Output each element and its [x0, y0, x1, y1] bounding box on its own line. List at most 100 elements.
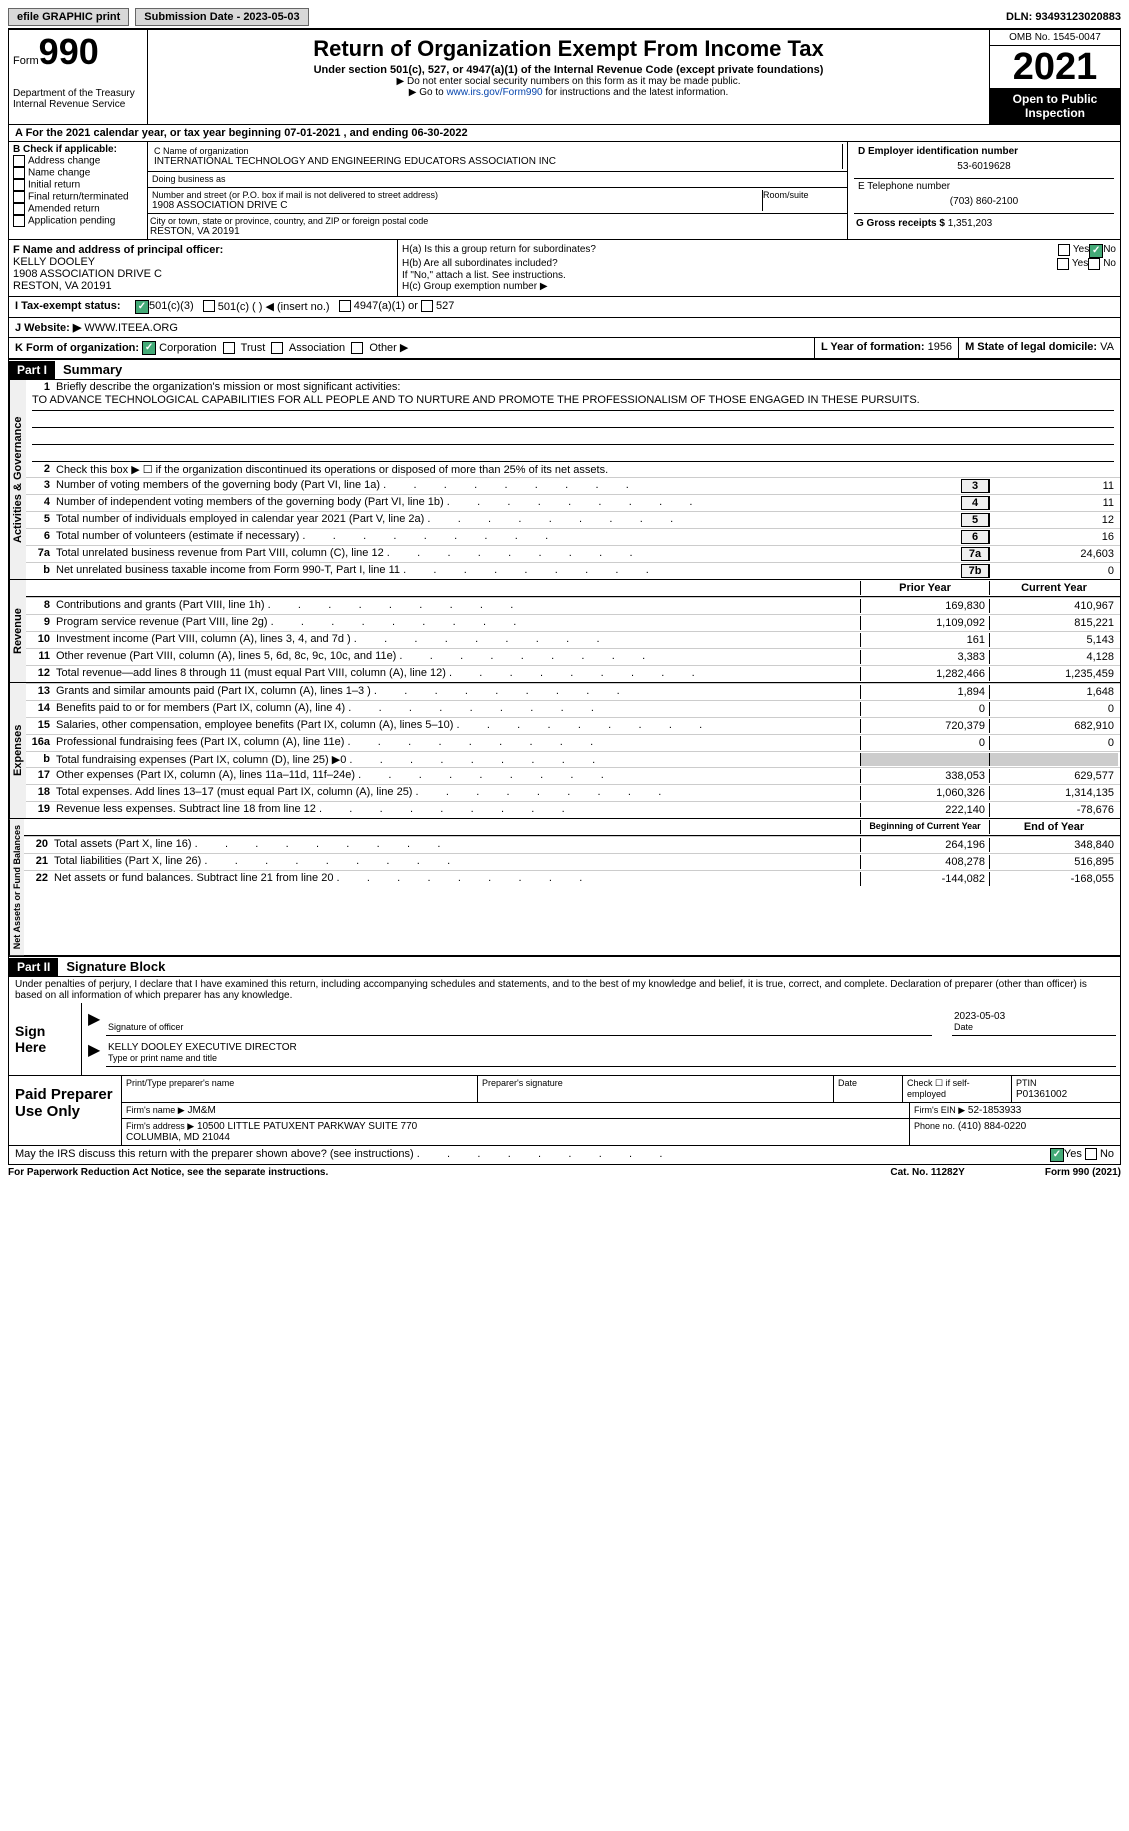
- assoc-checkbox[interactable]: [271, 342, 283, 354]
- box-b: B Check if applicable: Address changeNam…: [9, 142, 148, 239]
- summary-line: bNet unrelated business taxable income f…: [26, 562, 1120, 579]
- hb-note: If "No," attach a list. See instructions…: [402, 270, 1116, 281]
- summary-line: bTotal fundraising expenses (Part IX, co…: [26, 751, 1120, 767]
- summary-line: 3Number of voting members of the governi…: [26, 477, 1120, 494]
- summary-line: 11Other revenue (Part VIII, column (A), …: [26, 648, 1120, 665]
- box-b-item: Name change: [13, 167, 143, 179]
- trust-checkbox[interactable]: [223, 342, 235, 354]
- footer: For Paperwork Reduction Act Notice, see …: [8, 1165, 1121, 1180]
- box-b-item: Application pending: [13, 215, 143, 227]
- firm-ein: 52-1853933: [968, 1105, 1021, 1116]
- summary-line: 12Total revenue—add lines 8 through 11 (…: [26, 665, 1120, 682]
- city-label: City or town, state or province, country…: [150, 216, 845, 226]
- ein-label: D Employer identification number: [858, 146, 1110, 157]
- gross-label: G Gross receipts $: [856, 218, 945, 229]
- form-label: Form: [13, 55, 39, 67]
- boy-header: Beginning of Current Year: [860, 820, 989, 834]
- summary-line: 9Program service revenue (Part VIII, lin…: [26, 614, 1120, 631]
- corp-checkbox[interactable]: ✓: [142, 341, 156, 355]
- ha-no-checkbox[interactable]: ✓: [1089, 244, 1103, 258]
- officer-sig-name: KELLY DOOLEY EXECUTIVE DIRECTOR: [108, 1042, 297, 1053]
- ssn-note: ▶ Do not enter social security numbers o…: [152, 76, 985, 87]
- line1-label: Briefly describe the organization's miss…: [56, 381, 1118, 393]
- box-f-label: F Name and address of principal officer:: [13, 244, 393, 256]
- part1-header: Part ISummary: [8, 359, 1121, 380]
- state-domicile: VA: [1100, 341, 1114, 353]
- section-abcdeg: B Check if applicable: Address changeNam…: [8, 142, 1121, 240]
- firm-name: JM&M: [187, 1105, 215, 1116]
- form-number: 990: [39, 31, 99, 72]
- irs-label: Internal Revenue Service: [13, 99, 143, 110]
- summary-line: 7aTotal unrelated business revenue from …: [26, 545, 1120, 562]
- box-i: I Tax-exempt status: ✓ 501(c)(3) 501(c) …: [8, 297, 1121, 318]
- current-year-header: Current Year: [989, 581, 1118, 595]
- ptin: P01361002: [1016, 1089, 1067, 1100]
- discuss-row: May the IRS discuss this return with the…: [8, 1146, 1121, 1165]
- expenses-section: Expenses 13Grants and similar amounts pa…: [8, 683, 1121, 819]
- efile-button[interactable]: efile GRAPHIC print: [8, 8, 129, 26]
- 4947-checkbox[interactable]: [339, 300, 351, 312]
- summary-line: 4Number of independent voting members of…: [26, 494, 1120, 511]
- summary-line: 19Revenue less expenses. Subtract line 1…: [26, 801, 1120, 818]
- summary-line: 14Benefits paid to or for members (Part …: [26, 700, 1120, 717]
- ha-yes-checkbox[interactable]: [1058, 244, 1070, 256]
- box-b-item: Final return/terminated: [13, 191, 143, 203]
- city-state-zip: RESTON, VA 20191: [150, 226, 845, 237]
- dln: DLN: 93493123020883: [1006, 11, 1121, 23]
- telephone: (703) 860-2100: [858, 192, 1110, 211]
- goto-note: ▶ Go to www.irs.gov/Form990 for instruct…: [152, 87, 985, 98]
- revenue-section: Revenue Prior YearCurrent Year 8Contribu…: [8, 580, 1121, 683]
- box-b-item: Address change: [13, 155, 143, 167]
- form-title: Return of Organization Exempt From Incom…: [152, 36, 985, 62]
- summary-line: 21Total liabilities (Part X, line 26) 40…: [24, 853, 1120, 870]
- officer-name: KELLY DOOLEY: [13, 256, 393, 268]
- submission-date: Submission Date - 2023-05-03: [135, 8, 308, 26]
- summary-line: 6Total number of volunteers (estimate if…: [26, 528, 1120, 545]
- net-assets-section: Net Assets or Fund Balances Beginning of…: [8, 819, 1121, 956]
- irs-link[interactable]: www.irs.gov/Form990: [446, 87, 542, 98]
- summary-line: 8Contributions and grants (Part VIII, li…: [26, 597, 1120, 614]
- 501c3-checkbox[interactable]: ✓: [135, 300, 149, 314]
- officer-addr1: 1908 ASSOCIATION DRIVE C: [13, 268, 393, 280]
- paid-preparer: Paid Preparer Use Only Print/Type prepar…: [8, 1076, 1121, 1146]
- public-inspection: Open to Public Inspection: [990, 88, 1120, 124]
- summary-line: 20Total assets (Part X, line 16) 264,196…: [24, 836, 1120, 853]
- summary-line: 22Net assets or fund balances. Subtract …: [24, 870, 1120, 887]
- org-name: INTERNATIONAL TECHNOLOGY AND ENGINEERING…: [154, 156, 840, 167]
- website: WWW.ITEEA.ORG: [84, 322, 178, 334]
- box-j: J Website: ▶ WWW.ITEEA.ORG: [8, 318, 1121, 338]
- summary-line: 13Grants and similar amounts paid (Part …: [26, 683, 1120, 700]
- part2-header: Part IISignature Block: [8, 956, 1121, 977]
- tel-label: E Telephone number: [858, 181, 1110, 192]
- prior-year-header: Prior Year: [860, 581, 989, 595]
- summary-line: 17Other expenses (Part IX, column (A), l…: [26, 767, 1120, 784]
- summary-line: 5Total number of individuals employed in…: [26, 511, 1120, 528]
- eoy-header: End of Year: [989, 820, 1118, 834]
- 527-checkbox[interactable]: [421, 300, 433, 312]
- perjury-declaration: Under penalties of perjury, I declare th…: [8, 977, 1121, 1003]
- activities-governance: Activities & Governance 1Briefly describ…: [8, 380, 1121, 580]
- firm-phone: (410) 884-0220: [958, 1121, 1026, 1132]
- hb-yes-checkbox[interactable]: [1057, 258, 1069, 270]
- line2-label: Check this box ▶ ☐ if the organization d…: [56, 463, 1118, 476]
- year-formation: 1956: [928, 341, 952, 353]
- sign-date: 2023-05-03: [954, 1011, 1005, 1022]
- street-address: 1908 ASSOCIATION DRIVE C: [152, 200, 762, 211]
- hb-no-checkbox[interactable]: [1088, 258, 1100, 270]
- discuss-yes-checkbox[interactable]: ✓: [1050, 1148, 1064, 1162]
- hc-label: H(c) Group exemption number ▶: [402, 281, 1116, 292]
- discuss-no-checkbox[interactable]: [1085, 1148, 1097, 1160]
- form-subtitle: Under section 501(c), 527, or 4947(a)(1)…: [152, 64, 985, 76]
- box-klm: K Form of organization: ✓ Corporation Tr…: [8, 338, 1121, 359]
- hb-label: H(b) Are all subordinates included?: [402, 258, 1057, 270]
- box-b-item: Initial return: [13, 179, 143, 191]
- officer-addr2: RESTON, VA 20191: [13, 280, 393, 292]
- tax-year: 2021: [990, 46, 1120, 88]
- omb-number: OMB No. 1545-0047: [990, 30, 1120, 46]
- 501c-checkbox[interactable]: [203, 300, 215, 312]
- other-checkbox[interactable]: [351, 342, 363, 354]
- form-header: Form990 Department of the Treasury Inter…: [8, 30, 1121, 125]
- mission-text: TO ADVANCE TECHNOLOGICAL CAPABILITIES FO…: [32, 394, 1114, 411]
- signature-area: Sign Here ▶Signature of officer 2023-05-…: [8, 1003, 1121, 1076]
- ha-label: H(a) Is this a group return for subordin…: [402, 244, 1058, 258]
